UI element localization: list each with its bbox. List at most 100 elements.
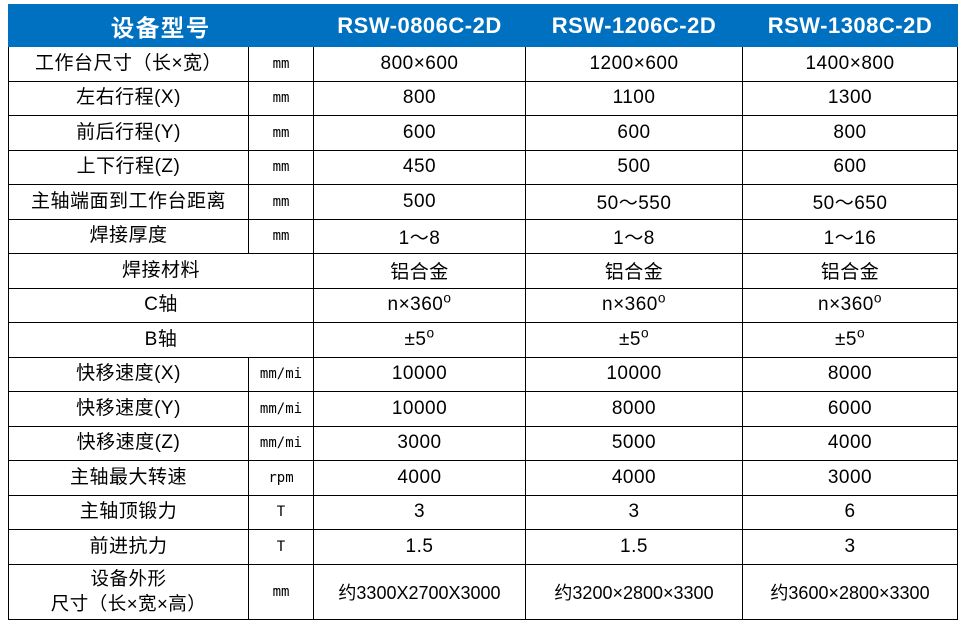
table-row: 前后行程(Y) mm 600 600 800 (8, 115, 958, 151)
row-label: 前后行程(Y) (8, 115, 249, 151)
row-unit: mm (248, 218, 314, 254)
header-cell-model: 设备型号 (8, 4, 314, 47)
row-value-2: 约3200×2800×3300 (525, 563, 743, 620)
row-unit: mm (248, 149, 314, 185)
row-value-3: 4000 (742, 425, 958, 461)
row-value-3: 50〜650 (742, 184, 958, 220)
table-row: 设备外形 尺寸（长×宽×高） mm 约3300X2700X3000 约3200×2800… (8, 563, 958, 620)
row-value-1: 约3300X2700X3000 (313, 563, 526, 620)
row-value-2: n×360o (525, 287, 743, 323)
row-value-1: 1〜8 (313, 218, 526, 254)
row-value-3: 800 (742, 115, 958, 151)
table-row: 主轴顶锻力 T 3 3 6 (8, 494, 958, 530)
row-value-2: 500 (525, 149, 743, 185)
row-value-1: 3000 (313, 425, 526, 461)
row-value-1: 600 (313, 115, 526, 151)
row-value-3: 1400×800 (742, 46, 958, 82)
row-label: 主轴顶锻力 (8, 494, 249, 530)
header-cell-model-1: RSW-0806C-2D (313, 4, 526, 47)
row-label: B轴 (8, 322, 314, 358)
row-label: 上下行程(Z) (8, 149, 249, 185)
row-unit: T (248, 529, 314, 565)
table-row: 快移速度(Y) mm/mi 10000 8000 6000 (8, 391, 958, 427)
header-cell-model-2: RSW-1206C-2D (525, 4, 743, 47)
table-row: B轴 ±5o ±5o ±5o (8, 322, 958, 358)
row-value-2: 3 (525, 494, 743, 530)
row-value-1: 450 (313, 149, 526, 185)
row-value-2: 8000 (525, 391, 743, 427)
row-label: 焊接厚度 (8, 218, 249, 254)
row-unit: T (248, 494, 314, 530)
row-value-3: 6 (742, 494, 958, 530)
table-row: 左右行程(X) mm 800 1100 1300 (8, 80, 958, 116)
row-label: 工作台尺寸（长×宽） (8, 46, 249, 82)
table-row: 主轴端面到工作台距离 mm 500 50〜550 50〜650 (8, 184, 958, 220)
table-row: 上下行程(Z) mm 450 500 600 (8, 149, 958, 185)
row-value-2: 1100 (525, 80, 743, 116)
row-value-2: 1〜8 (525, 218, 743, 254)
row-value-1: 铝合金 (313, 253, 526, 289)
row-value-1: 800 (313, 80, 526, 116)
row-value-2: 10000 (525, 356, 743, 392)
table-row: 焊接厚度 mm 1〜8 1〜8 1〜16 (8, 218, 958, 254)
row-value-1: 4000 (313, 460, 526, 496)
row-value-3: 铝合金 (742, 253, 958, 289)
row-value-2: 铝合金 (525, 253, 743, 289)
header-cell-model-3: RSW-1308C-2D (742, 4, 958, 47)
row-value-1: 10000 (313, 356, 526, 392)
specification-table: 设备型号 RSW-0806C-2D RSW-1206C-2D RSW-1308C… (8, 4, 958, 620)
row-label: 前进抗力 (8, 529, 249, 565)
row-label: 快移速度(X) (8, 356, 249, 392)
row-label: 主轴最大转速 (8, 460, 249, 496)
row-value-3: ±5o (742, 322, 958, 358)
row-value-3: n×360o (742, 287, 958, 323)
row-value-3: 3000 (742, 460, 958, 496)
row-value-1: 800×600 (313, 46, 526, 82)
row-value-3: 600 (742, 149, 958, 185)
row-value-2: 1200×600 (525, 46, 743, 82)
row-value-3: 1〜16 (742, 218, 958, 254)
row-label: 设备外形 尺寸（长×宽×高） (8, 563, 249, 620)
row-label: 焊接材料 (8, 253, 314, 289)
specification-table-container: 设备型号 RSW-0806C-2D RSW-1206C-2D RSW-1308C… (8, 4, 958, 620)
table-row: 快移速度(X) mm/mi 10000 10000 8000 (8, 356, 958, 392)
row-value-1: 500 (313, 184, 526, 220)
row-label: 主轴端面到工作台距离 (8, 184, 249, 220)
row-value-2: 50〜550 (525, 184, 743, 220)
row-value-2: 1.5 (525, 529, 743, 565)
table-row: 快移速度(Z) mm/mi 3000 5000 4000 (8, 425, 958, 461)
row-unit: mm (248, 80, 314, 116)
row-label: 左右行程(X) (8, 80, 249, 116)
row-label: 快移速度(Y) (8, 391, 249, 427)
row-unit: mm (248, 46, 314, 82)
table-header-row: 设备型号 RSW-0806C-2D RSW-1206C-2D RSW-1308C… (8, 4, 958, 47)
table-row: 主轴最大转速 rpm 4000 4000 3000 (8, 460, 958, 496)
row-unit: mm/mi (248, 391, 314, 427)
row-value-1: 3 (313, 494, 526, 530)
row-value-1: n×360o (313, 287, 526, 323)
row-unit: mm (248, 115, 314, 151)
row-label: C轴 (8, 287, 314, 323)
row-value-1: 1.5 (313, 529, 526, 565)
row-unit: mm (248, 184, 314, 220)
row-value-2: ±5o (525, 322, 743, 358)
row-unit: rpm (248, 460, 314, 496)
row-unit: mm/mi (248, 356, 314, 392)
row-label: 快移速度(Z) (8, 425, 249, 461)
table-row: 工作台尺寸（长×宽） mm 800×600 1200×600 1400×800 (8, 46, 958, 82)
table-header: 设备型号 RSW-0806C-2D RSW-1206C-2D RSW-1308C… (8, 4, 958, 47)
row-unit: mm (248, 563, 314, 620)
row-value-2: 4000 (525, 460, 743, 496)
row-value-3: 1300 (742, 80, 958, 116)
row-value-3: 3 (742, 529, 958, 565)
row-unit: mm/mi (248, 425, 314, 461)
table-row: 前进抗力 T 1.5 1.5 3 (8, 529, 958, 565)
table-body: 工作台尺寸（长×宽） mm 800×600 1200×600 1400×800 左右行程(… (8, 46, 958, 620)
row-value-3: 6000 (742, 391, 958, 427)
row-value-2: 600 (525, 115, 743, 151)
row-value-1: 10000 (313, 391, 526, 427)
row-value-3: 约3600×2800×3300 (742, 563, 958, 620)
row-value-1: ±5o (313, 322, 526, 358)
table-row: C轴 n×360o n×360o n×360o (8, 287, 958, 323)
table-row: 焊接材料 铝合金 铝合金 铝合金 (8, 253, 958, 289)
